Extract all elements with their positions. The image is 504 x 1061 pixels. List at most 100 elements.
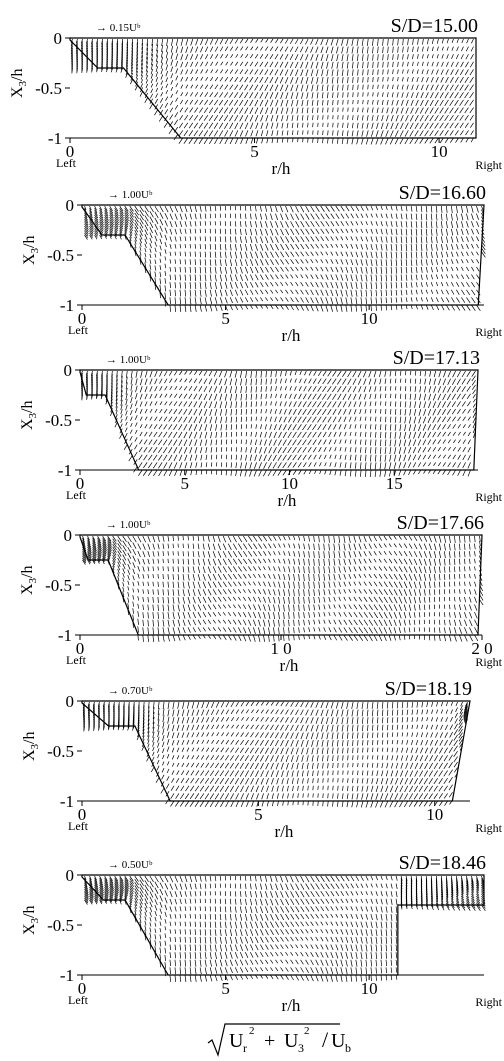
vector xyxy=(133,451,138,458)
vector xyxy=(409,393,412,400)
vector xyxy=(270,228,274,236)
vector xyxy=(343,581,347,587)
vector xyxy=(132,542,137,549)
vector xyxy=(199,424,203,431)
vector xyxy=(142,619,144,627)
vector xyxy=(368,573,372,579)
vector xyxy=(327,370,332,377)
vector xyxy=(379,462,382,470)
vector xyxy=(208,378,213,385)
vector xyxy=(278,416,282,423)
vector xyxy=(385,259,388,267)
vector xyxy=(103,725,105,731)
vector xyxy=(99,219,104,226)
vector xyxy=(220,431,223,438)
vector xyxy=(254,462,257,469)
vector xyxy=(210,454,213,460)
vector xyxy=(207,634,211,639)
vector xyxy=(433,543,437,551)
vector xyxy=(303,551,305,558)
vector xyxy=(144,386,148,393)
vector xyxy=(383,573,388,580)
vector xyxy=(157,730,160,738)
vector xyxy=(308,581,310,589)
vector xyxy=(218,114,224,122)
vector xyxy=(258,558,262,564)
vector xyxy=(199,92,204,97)
vector xyxy=(212,573,217,581)
vector xyxy=(378,535,383,541)
vector xyxy=(183,408,188,415)
vector xyxy=(92,548,97,555)
vector xyxy=(167,574,169,580)
vector xyxy=(170,800,175,807)
vector xyxy=(165,64,169,71)
vector xyxy=(200,84,204,89)
vector xyxy=(297,439,302,446)
vector xyxy=(285,297,289,302)
vector xyxy=(164,109,169,115)
vector xyxy=(142,634,144,642)
vector xyxy=(481,209,485,216)
vector xyxy=(325,38,329,46)
vector xyxy=(122,545,127,552)
vector xyxy=(157,574,159,579)
vector xyxy=(179,244,182,249)
vector xyxy=(200,454,203,461)
vector xyxy=(213,378,218,385)
vector xyxy=(317,378,322,385)
vector xyxy=(152,581,154,587)
vector xyxy=(83,725,85,732)
vector xyxy=(134,236,137,242)
vector xyxy=(300,61,304,69)
vector xyxy=(282,469,287,476)
vector xyxy=(250,122,254,130)
vector xyxy=(122,596,125,603)
vector xyxy=(344,462,347,469)
vector xyxy=(438,634,441,642)
vector xyxy=(280,274,284,279)
vector xyxy=(400,107,404,114)
vector xyxy=(369,386,372,392)
vector xyxy=(263,619,266,627)
vector xyxy=(398,543,403,548)
vector xyxy=(354,424,357,429)
vector xyxy=(119,428,123,434)
vector xyxy=(171,732,175,739)
vector xyxy=(116,374,118,382)
vector xyxy=(220,54,224,59)
vector xyxy=(457,431,461,436)
vector xyxy=(300,84,304,92)
vector xyxy=(209,777,215,784)
vector xyxy=(395,236,398,244)
vector xyxy=(448,551,451,558)
vector xyxy=(183,137,189,144)
vector xyxy=(232,604,236,609)
vector xyxy=(370,228,373,234)
vector xyxy=(325,243,329,249)
vector xyxy=(405,386,407,392)
vector xyxy=(187,581,190,589)
vector xyxy=(171,724,175,732)
vector xyxy=(358,611,363,618)
vector xyxy=(175,785,180,792)
vector xyxy=(348,543,351,551)
vector xyxy=(481,233,485,239)
vector xyxy=(105,390,108,397)
vector xyxy=(462,454,466,461)
vector xyxy=(128,455,133,462)
vector xyxy=(434,99,439,107)
vector xyxy=(169,393,173,398)
vector xyxy=(459,84,464,91)
vector xyxy=(318,589,321,596)
vector xyxy=(198,416,203,424)
vector xyxy=(366,130,369,137)
vector xyxy=(403,469,407,476)
vector xyxy=(400,244,403,252)
vector xyxy=(275,236,279,243)
vector xyxy=(99,205,103,211)
vector xyxy=(144,234,148,240)
vector xyxy=(434,107,439,114)
vector xyxy=(389,439,392,447)
vector xyxy=(124,230,127,235)
